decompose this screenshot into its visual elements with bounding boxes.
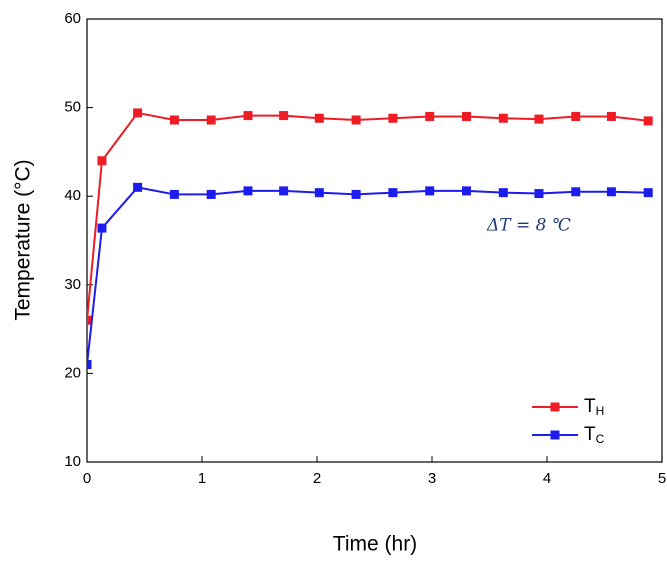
y-tick-label: 10: [64, 453, 81, 470]
marker: [462, 186, 471, 196]
plot-frame: [86, 18, 663, 463]
annotation: ΔT = 8 ℃: [486, 216, 571, 236]
marker: [206, 189, 216, 199]
marker: [606, 111, 616, 121]
marker: [351, 115, 361, 125]
marker: [279, 111, 289, 121]
series-line: [87, 186, 649, 365]
marker: [87, 315, 92, 325]
marker: [97, 156, 107, 166]
marker: [425, 186, 435, 196]
x-tick-label: 0: [83, 470, 91, 487]
x-axis-label: Time (hr): [333, 533, 417, 556]
marker: [534, 189, 544, 199]
legend-label: TH: [584, 396, 604, 418]
marker: [314, 188, 324, 198]
marker: [133, 108, 143, 118]
marker: [643, 188, 653, 198]
x-tick-label: 5: [658, 470, 666, 487]
marker: [351, 189, 361, 199]
marker: [498, 113, 508, 123]
x-tick-label: 4: [543, 470, 551, 487]
y-axis-label: Temperature (°C): [12, 159, 35, 320]
marker: [243, 111, 253, 121]
y-tick-label: 60: [64, 10, 81, 27]
marker: [314, 113, 324, 123]
y-tick-label: 20: [64, 364, 81, 381]
marker: [534, 114, 544, 124]
x-tick-label: 3: [428, 470, 436, 487]
marker: [388, 113, 398, 123]
marker: [571, 187, 581, 197]
marker: [388, 188, 398, 198]
marker: [279, 186, 289, 196]
marker: [133, 182, 143, 192]
legend-label: TC: [584, 424, 605, 446]
marker: [87, 360, 92, 370]
legend-marker: [550, 430, 560, 440]
y-tick-label: 50: [64, 99, 81, 116]
y-tick-label: 40: [64, 187, 81, 204]
marker: [462, 111, 471, 121]
marker: [169, 115, 179, 125]
marker: [498, 188, 508, 198]
marker: [97, 223, 107, 233]
x-tick-label: 1: [198, 470, 206, 487]
marker: [169, 189, 179, 199]
marker: [425, 111, 435, 121]
marker: [206, 115, 216, 125]
marker: [606, 187, 616, 197]
x-tick-label: 2: [313, 470, 321, 487]
legend-marker: [550, 402, 560, 412]
marker: [643, 116, 653, 126]
marker: [243, 186, 253, 196]
marker: [571, 111, 581, 121]
y-tick-label: 30: [64, 276, 81, 293]
